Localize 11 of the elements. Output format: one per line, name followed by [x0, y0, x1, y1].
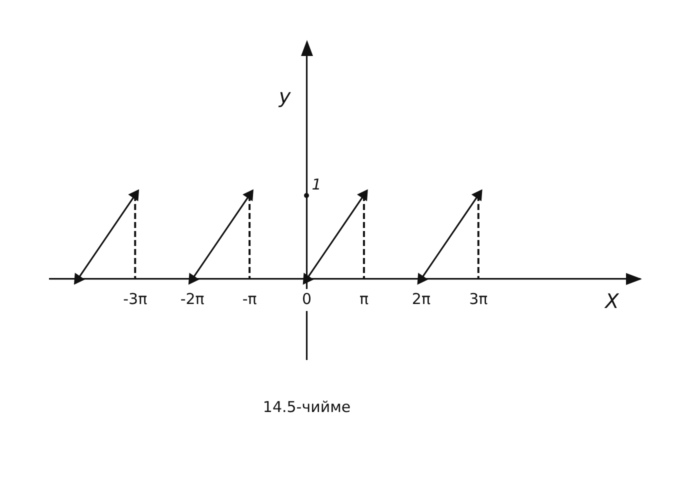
y-axis-title: y — [278, 84, 292, 108]
x-tick-label: 2π — [412, 290, 430, 308]
x-tick-label: -3π — [123, 290, 148, 308]
x-tick-label: 3π — [469, 290, 488, 308]
x-tick-label: 0 — [302, 290, 312, 308]
x-axis-title: X — [604, 289, 620, 314]
text: 1 — [312, 175, 322, 194]
x-tick-label: -2π — [180, 290, 204, 308]
x-tick-label: π — [359, 290, 368, 308]
text: 14.5-чийме — [262, 398, 351, 416]
x-tick-label: -π — [242, 290, 257, 308]
